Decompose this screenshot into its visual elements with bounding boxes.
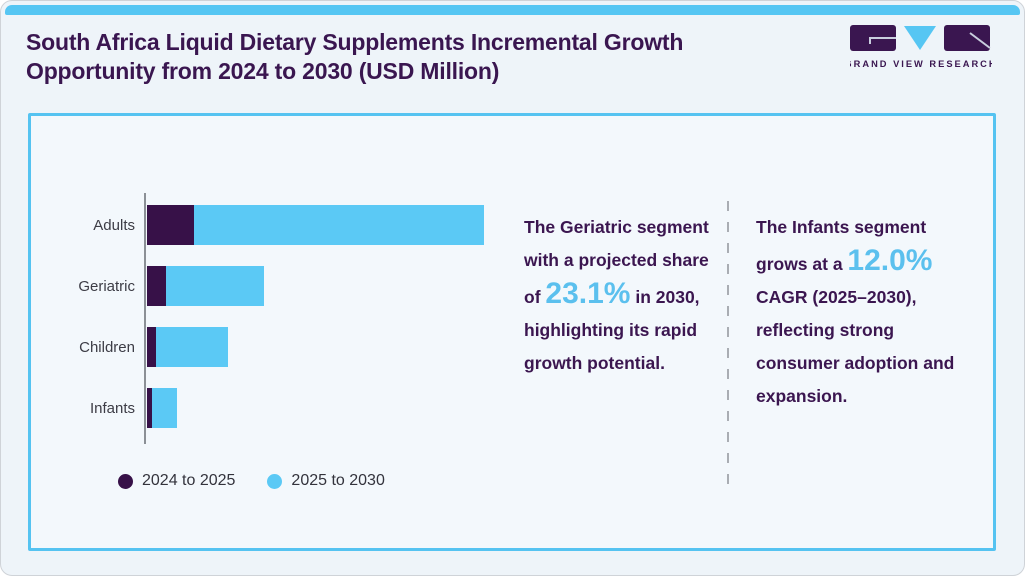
insight-infants-text: The Infants segment grows at a: [756, 217, 927, 274]
legend-label-2024-2025: 2024 to 2025: [142, 472, 236, 489]
bar-track: [147, 327, 228, 367]
bar-segment-2024-to-2025: [147, 388, 152, 428]
bar-segment-2024-to-2025: [147, 205, 194, 245]
bar-segment-2025-to-2030: [194, 205, 484, 245]
bar-segment-2025-to-2030: [166, 266, 264, 306]
bar-track: [147, 205, 484, 245]
logo-wordmark: GRAND VIEW RESEARCH: [850, 59, 992, 69]
insight-infants: The Infants segment grows at a 12.0% CAG…: [756, 211, 974, 413]
category-label: Geriatric: [78, 277, 135, 295]
bar-segment-2024-to-2025: [147, 266, 166, 306]
bar-row: Children: [25, 327, 484, 367]
bar-row: Infants: [25, 388, 484, 428]
insight-geriatric-text-suffix: in 2030, highlighting its rapid growth p…: [524, 287, 700, 373]
insight-geriatric-percentage: 23.1%: [545, 277, 631, 310]
category-label: Adults: [93, 216, 135, 234]
logo-v-triangle: [904, 26, 936, 50]
logo-r-glyph: [969, 32, 991, 49]
chart-legend: 2024 to 2025 2025 to 2030: [118, 472, 385, 490]
category-label: Infants: [89, 399, 135, 417]
bar-row: Adults: [25, 205, 484, 245]
grand-view-research-logo: GRAND VIEW RESEARCH: [850, 25, 992, 69]
dashed-divider: [727, 201, 729, 493]
legend-item-2025-2030: 2025 to 2030: [267, 472, 385, 490]
legend-label-2025-2030: 2025 to 2030: [291, 472, 385, 489]
bar-chart-rows: Adults Geriatric Children Infants: [25, 205, 484, 449]
insight-infants-text-suffix: CAGR (2025–2030), reflecting strong cons…: [756, 287, 955, 406]
bar-segment-2025-to-2030: [156, 327, 228, 367]
page-title: South Africa Liquid Dietary Supplements …: [26, 29, 684, 84]
logo-g-glyph: [869, 37, 896, 44]
y-axis-line: [144, 193, 146, 444]
bar-track: [147, 388, 177, 428]
insight-geriatric-text: The Geriatric segment with a projected s…: [524, 217, 709, 307]
top-accent-bar: [5, 5, 1020, 15]
legend-item-2024-2025: 2024 to 2025: [118, 472, 235, 490]
legend-dot-2024-2025: [118, 473, 133, 489]
legend-dot-2025-2030: [267, 473, 283, 489]
logo-r-block: [944, 25, 990, 51]
insight-geriatric: The Geriatric segment with a projected s…: [524, 211, 720, 380]
bar-segment-2024-to-2025: [147, 327, 156, 367]
bar-track: [147, 266, 264, 306]
bar-row: Geriatric: [25, 266, 484, 306]
category-label: Children: [79, 338, 135, 356]
insight-infants-percentage: 12.0%: [847, 244, 933, 277]
bar-segment-2025-to-2030: [152, 388, 177, 428]
